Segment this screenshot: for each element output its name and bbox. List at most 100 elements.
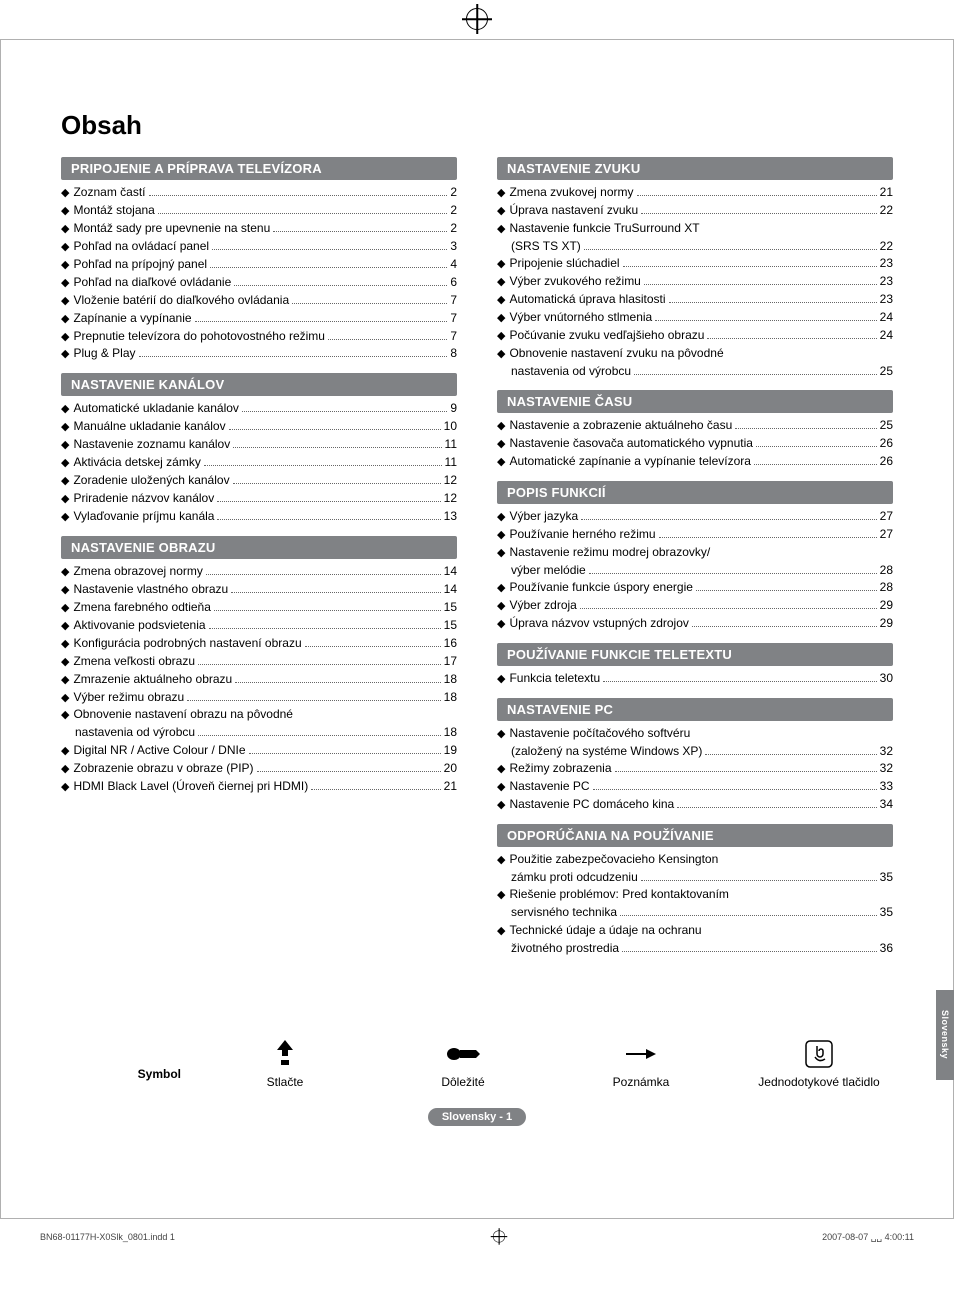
diamond-bullet-icon: ◆ bbox=[497, 293, 505, 309]
toc-leader-dots bbox=[292, 303, 447, 304]
diamond-bullet-icon: ◆ bbox=[497, 798, 505, 814]
toc-leader-dots bbox=[589, 573, 877, 574]
diamond-bullet-icon: ◆ bbox=[497, 599, 505, 615]
toc-item: ◆Úprava nastavení zvuku22 bbox=[497, 202, 893, 220]
diamond-bullet-icon: ◆ bbox=[497, 329, 505, 345]
toc-item: ◆Výber zdroja29 bbox=[497, 597, 893, 615]
toc-list: ◆Funkcia teletextu30 bbox=[497, 670, 893, 688]
toc-leader-dots bbox=[158, 213, 447, 214]
toc-leader-dots bbox=[187, 700, 440, 701]
toc-page: 11 bbox=[445, 454, 457, 471]
diamond-bullet-icon: ◆ bbox=[61, 222, 69, 238]
toc-leader-dots bbox=[622, 951, 877, 952]
toc-leader-dots bbox=[641, 213, 876, 214]
toc-label: Nastavenie zoznamu kanálov bbox=[73, 436, 230, 453]
onetouch-icon bbox=[745, 1037, 893, 1071]
toc-item: ◆Digital NR / Active Colour / DNIe19 bbox=[61, 742, 457, 760]
section-header: NASTAVENIE ČASU bbox=[497, 390, 893, 413]
registration-mark-top bbox=[0, 0, 954, 39]
toc-item: ◆Zoradenie uložených kanálov12 bbox=[61, 472, 457, 490]
toc-leader-dots bbox=[641, 880, 877, 881]
toc-page: 2 bbox=[450, 220, 457, 237]
toc-label: Zapínanie a vypínanie bbox=[73, 310, 191, 327]
diamond-bullet-icon: ◆ bbox=[497, 924, 505, 940]
toc-label: Výber režimu obrazu bbox=[73, 689, 184, 706]
toc-label: Zmena farebného odtieňa bbox=[73, 599, 210, 616]
toc-leader-dots bbox=[580, 608, 877, 609]
diamond-bullet-icon: ◆ bbox=[61, 619, 69, 635]
toc-list: ◆Zoznam častí2◆Montáž stojana2◆Montáž sa… bbox=[61, 184, 457, 363]
toc-page: 7 bbox=[450, 328, 457, 345]
diamond-bullet-icon: ◆ bbox=[497, 222, 505, 238]
toc-page: 36 bbox=[880, 940, 893, 957]
toc-page: 29 bbox=[880, 615, 893, 632]
symbol-legend: Symbol Stlačte Dôležité bbox=[61, 1037, 893, 1089]
toc-item: ◆Výber jazyka27 bbox=[497, 508, 893, 526]
toc-label: Výber vnútorného stlmenia bbox=[509, 309, 652, 326]
toc-page: 29 bbox=[880, 597, 893, 614]
section-header: PRIPOJENIE A PRÍPRAVA TELEVÍZORA bbox=[61, 157, 457, 180]
toc-list: ◆Nastavenie a zobrazenie aktuálneho času… bbox=[497, 417, 893, 471]
toc-label: Obnovenie nastavení zvuku na pôvodné bbox=[509, 345, 723, 362]
toc-label: Zmrazenie aktuálneho obrazu bbox=[73, 671, 232, 688]
toc-leader-dots bbox=[644, 284, 877, 285]
diamond-bullet-icon: ◆ bbox=[61, 510, 69, 526]
diamond-bullet-icon: ◆ bbox=[61, 258, 69, 274]
page-title: Obsah bbox=[61, 110, 893, 141]
toc-label: Nastavenie časovača automatického vypnut… bbox=[509, 435, 752, 452]
toc-label: Pohľad na prípojný panel bbox=[73, 256, 207, 273]
toc-page: 24 bbox=[880, 309, 893, 326]
toc-page: 14 bbox=[444, 581, 457, 598]
diamond-bullet-icon: ◆ bbox=[497, 546, 505, 562]
toc-page: 34 bbox=[880, 796, 893, 813]
toc-label: Technické údaje a údaje na ochranu bbox=[509, 922, 701, 939]
diamond-bullet-icon: ◆ bbox=[61, 565, 69, 581]
toc-label: Pripojenie slúchadiel bbox=[509, 255, 619, 272]
toc-item: ◆Používanie herného režimu27 bbox=[497, 526, 893, 544]
toc-item: ◆Pripojenie slúchadiel23 bbox=[497, 255, 893, 273]
toc-label: Nastavenie PC bbox=[509, 778, 589, 795]
diamond-bullet-icon: ◆ bbox=[61, 780, 69, 796]
toc-leader-dots bbox=[603, 681, 876, 682]
diamond-bullet-icon: ◆ bbox=[61, 402, 69, 418]
toc-item: ◆Vylaďovanie príjmu kanála13 bbox=[61, 508, 457, 526]
diamond-bullet-icon: ◆ bbox=[497, 780, 505, 796]
diamond-bullet-icon: ◆ bbox=[61, 673, 69, 689]
diamond-bullet-icon: ◆ bbox=[497, 672, 505, 688]
toc-page: 26 bbox=[880, 435, 893, 452]
section-header: POUŽÍVANIE FUNKCIE TELETEXTU bbox=[497, 643, 893, 666]
toc-page: 35 bbox=[880, 904, 893, 921]
diamond-bullet-icon: ◆ bbox=[497, 510, 505, 526]
toc-item: ◆Nastavenie režimu modrej obrazovky/ bbox=[497, 544, 893, 562]
toc-page: 13 bbox=[444, 508, 457, 525]
toc-label: Nastavenie počítačového softvéru bbox=[509, 725, 690, 742]
press-icon bbox=[211, 1037, 359, 1071]
diamond-bullet-icon: ◆ bbox=[497, 419, 505, 435]
symbol-label: Jednodotykové tlačidlo bbox=[745, 1075, 893, 1089]
toc-leader-dots bbox=[754, 464, 877, 465]
toc-leader-dots bbox=[198, 664, 441, 665]
toc-label: životného prostredia bbox=[497, 940, 619, 957]
toc-label: Nastavenie PC domáceho kina bbox=[509, 796, 674, 813]
diamond-bullet-icon: ◆ bbox=[61, 655, 69, 671]
toc-leader-dots bbox=[305, 646, 441, 647]
toc-leader-dots bbox=[209, 628, 441, 629]
toc-item: ◆Zmena obrazovej normy14 bbox=[61, 563, 457, 581]
diamond-bullet-icon: ◆ bbox=[497, 888, 505, 904]
diamond-bullet-icon: ◆ bbox=[497, 853, 505, 869]
toc-label: Zobrazenie obrazu v obraze (PIP) bbox=[73, 760, 253, 777]
right-column: NASTAVENIE ZVUKU◆Zmena zvukovej normy21◆… bbox=[497, 149, 893, 967]
toc-item: ◆Nastavenie časovača automatického vypnu… bbox=[497, 435, 893, 453]
toc-leader-dots bbox=[195, 321, 448, 322]
toc-label: Zoznam častí bbox=[73, 184, 145, 201]
toc-item: ◆Zmena veľkosti obrazu17 bbox=[61, 653, 457, 671]
toc-item: ◆HDMI Black Lavel (Úroveň čiernej pri HD… bbox=[61, 778, 457, 796]
toc-label: Riešenie problémov: Pred kontaktovaním bbox=[509, 886, 728, 903]
toc-page: 19 bbox=[444, 742, 457, 759]
toc-item: ◆Použitie zabezpečovacieho Kensington bbox=[497, 851, 893, 869]
toc-leader-dots bbox=[677, 807, 876, 808]
toc-item: ◆Zmena zvukovej normy21 bbox=[497, 184, 893, 202]
footer-file: BN68-01177H-X0Slk_0801.indd 1 bbox=[40, 1232, 175, 1242]
toc-leader-dots bbox=[214, 610, 441, 611]
toc-leader-dots bbox=[620, 915, 877, 916]
